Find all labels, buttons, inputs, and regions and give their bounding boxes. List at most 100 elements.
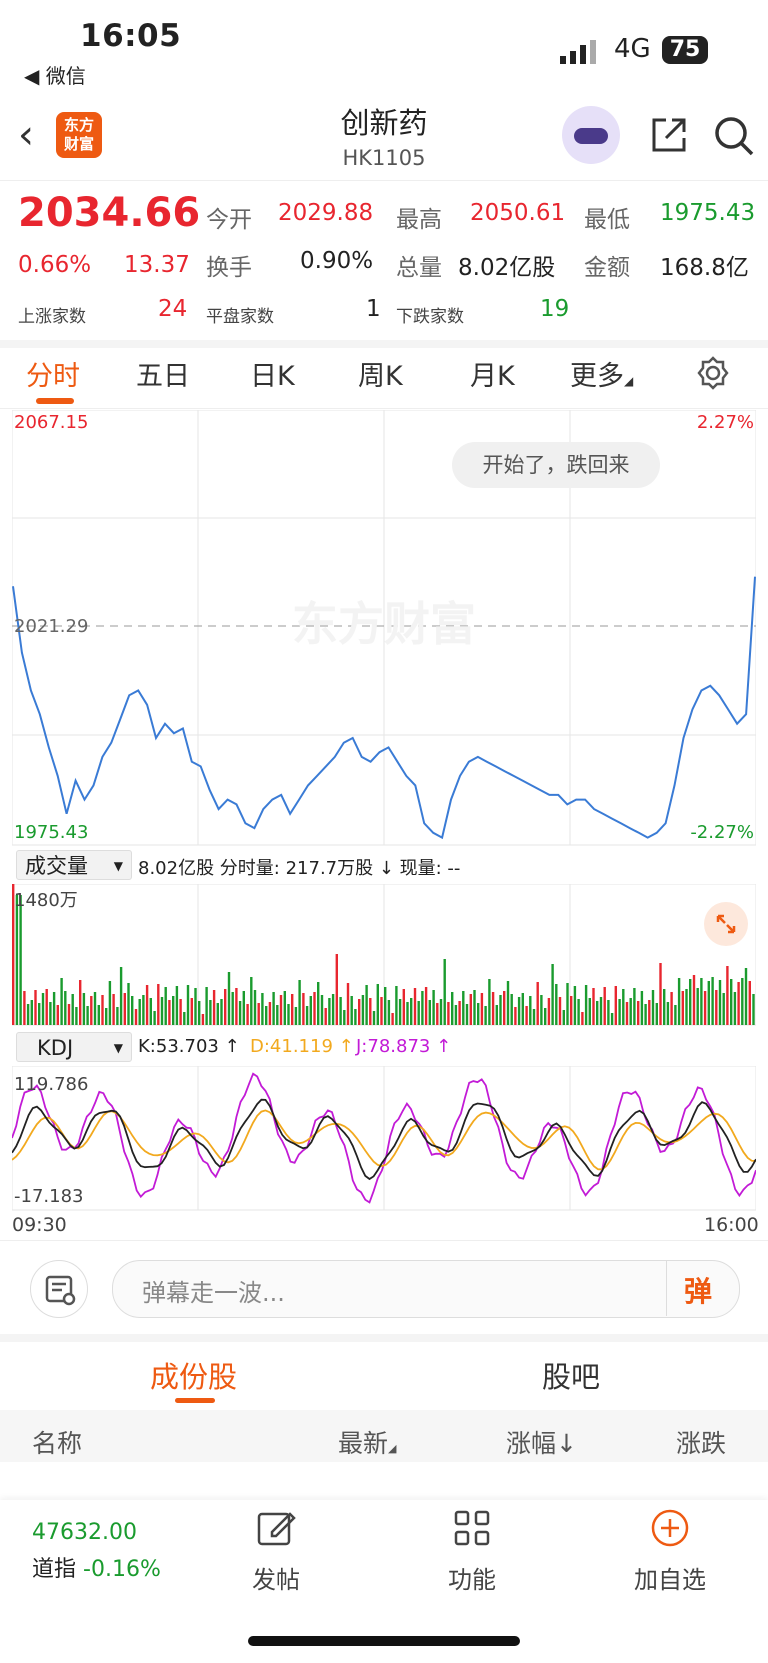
volume-bar bbox=[451, 992, 454, 1025]
expand-icon[interactable] bbox=[704, 902, 748, 946]
settings-gear-icon[interactable] bbox=[696, 356, 730, 394]
volume-bar bbox=[15, 895, 19, 1025]
volume-bar bbox=[261, 993, 264, 1025]
volume-bar bbox=[618, 999, 621, 1025]
kdj-indicator-select[interactable]: KDJ ▼ bbox=[16, 1032, 132, 1062]
volume-bar bbox=[666, 1002, 670, 1025]
volume-bar bbox=[380, 997, 383, 1025]
volume-bar bbox=[198, 1001, 201, 1025]
volume-bar bbox=[372, 1011, 376, 1025]
danmu-input[interactable] bbox=[112, 1260, 740, 1318]
function-grid-icon[interactable] bbox=[452, 1508, 492, 1552]
volume-max-label: 1480万 bbox=[14, 890, 78, 911]
volume-bar bbox=[231, 992, 234, 1025]
volume-bar bbox=[473, 990, 476, 1025]
volume-bar bbox=[134, 1009, 138, 1025]
table-header bbox=[0, 1410, 768, 1462]
col-latest[interactable]: 最新◢ bbox=[338, 1429, 397, 1458]
post-icon[interactable] bbox=[256, 1508, 296, 1552]
volume-bar bbox=[186, 985, 190, 1025]
network-type: 4G bbox=[614, 34, 651, 64]
volume-bar bbox=[447, 1002, 450, 1025]
volume-bar bbox=[305, 1006, 309, 1025]
volume-bar bbox=[730, 979, 733, 1025]
volume-bar bbox=[34, 990, 37, 1025]
volume-bar bbox=[607, 1000, 610, 1025]
volume-bar bbox=[108, 981, 112, 1025]
signal-icon bbox=[560, 40, 600, 68]
volume-bar bbox=[60, 978, 63, 1025]
low-label: 最低 bbox=[584, 207, 630, 233]
volume-bar bbox=[465, 1004, 469, 1025]
volume-bar bbox=[517, 997, 521, 1025]
home-indicator bbox=[248, 1636, 520, 1646]
volume-indicator-select[interactable]: 成交量 ▼ bbox=[16, 850, 132, 880]
tab-week-k[interactable]: 周K bbox=[358, 361, 403, 392]
volume-chart[interactable]: 1480万 bbox=[12, 884, 756, 1026]
page-title: 创新药 bbox=[340, 106, 428, 140]
tab-more[interactable]: 更多◢ bbox=[570, 361, 634, 392]
tab-intraday[interactable]: 分时 bbox=[26, 361, 80, 392]
volume-bar bbox=[101, 995, 104, 1025]
volume-bar bbox=[291, 994, 294, 1025]
volume-bar bbox=[506, 981, 510, 1025]
status-time: 16:05 bbox=[80, 18, 182, 54]
high-value: 2050.61 bbox=[470, 200, 566, 226]
col-pct[interactable]: 涨幅↓ bbox=[506, 1429, 577, 1458]
volume-bar bbox=[350, 996, 353, 1025]
post-button-label[interactable]: 发帖 bbox=[252, 1566, 300, 1594]
volume-bar bbox=[421, 991, 424, 1025]
volume-bar bbox=[283, 991, 286, 1025]
volume-bar bbox=[718, 980, 722, 1025]
tab-constituents[interactable]: 成份股 bbox=[150, 1360, 238, 1394]
volume-bar bbox=[503, 991, 506, 1025]
section-gap bbox=[0, 1334, 768, 1342]
add-watchlist-label[interactable]: 加自选 bbox=[634, 1566, 706, 1594]
kdj-d-line bbox=[12, 1109, 756, 1171]
kdj-chart[interactable]: 119.786 -17.183 bbox=[12, 1066, 756, 1212]
intraday-price-chart[interactable]: 东方财富 2067.15 2021.29 1975.43 2.27% -2.27… bbox=[12, 410, 756, 846]
volume-bar bbox=[495, 1005, 498, 1025]
col-name[interactable]: 名称 bbox=[32, 1429, 83, 1458]
volume-bar bbox=[235, 988, 238, 1025]
volume-bar bbox=[49, 1002, 52, 1025]
volume-bar bbox=[670, 992, 673, 1025]
tab-month-k[interactable]: 月K bbox=[470, 361, 515, 392]
tab-five-day[interactable]: 五日 bbox=[136, 361, 190, 392]
add-watchlist-icon[interactable] bbox=[650, 1508, 690, 1552]
volume-bar bbox=[313, 992, 316, 1025]
function-button-label[interactable]: 功能 bbox=[448, 1566, 496, 1594]
volume-bar bbox=[324, 1008, 327, 1025]
volume-bar bbox=[752, 994, 755, 1025]
volume-bar bbox=[376, 984, 379, 1025]
ai-assistant-avatar[interactable] bbox=[562, 106, 620, 164]
tab-day-k[interactable]: 日K bbox=[250, 361, 295, 392]
volume-bar bbox=[436, 1003, 439, 1025]
volume-bar bbox=[592, 988, 595, 1025]
flat-count: 1 bbox=[366, 296, 381, 322]
volume-bar bbox=[439, 999, 443, 1025]
divider bbox=[0, 1240, 768, 1241]
volume-bar bbox=[361, 995, 365, 1025]
notes-icon[interactable] bbox=[30, 1260, 88, 1318]
section-active-indicator bbox=[175, 1398, 215, 1403]
back-to-wechat[interactable]: ◀ 微信 bbox=[24, 64, 86, 88]
comment-bubble[interactable]: 开始了，跌回来 bbox=[452, 442, 660, 488]
volume-bar bbox=[692, 975, 696, 1025]
kdj-d-value: D:41.119 ↑ bbox=[250, 1036, 354, 1057]
col-change[interactable]: 涨跌 bbox=[676, 1429, 727, 1458]
danmu-send-button[interactable]: 弹 bbox=[684, 1275, 713, 1308]
share-icon[interactable] bbox=[648, 114, 690, 160]
down-count-label: 下跌家数 bbox=[396, 307, 464, 327]
volume-bar bbox=[648, 1000, 651, 1025]
volume-bar bbox=[480, 993, 484, 1025]
search-icon[interactable] bbox=[712, 114, 756, 162]
up-count-label: 上涨家数 bbox=[18, 307, 86, 327]
open-value: 2029.88 bbox=[278, 200, 374, 226]
back-arrow-icon[interactable]: ‹ bbox=[18, 112, 34, 158]
amount-label: 金额 bbox=[584, 255, 630, 281]
index-ticker[interactable]: 47632.00 道指 -0.16% bbox=[32, 1520, 161, 1583]
volume-bar bbox=[257, 1003, 260, 1025]
volume-bar bbox=[75, 1007, 78, 1025]
tab-forum[interactable]: 股吧 bbox=[542, 1360, 601, 1394]
